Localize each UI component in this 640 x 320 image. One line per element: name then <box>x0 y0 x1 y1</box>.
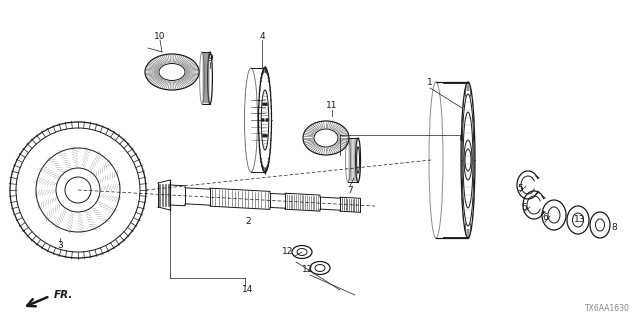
Circle shape <box>264 103 268 106</box>
Text: 7: 7 <box>347 186 353 195</box>
Text: 11: 11 <box>326 100 338 109</box>
Text: 13: 13 <box>574 215 586 225</box>
Circle shape <box>262 134 266 137</box>
Text: 4: 4 <box>259 31 265 41</box>
Circle shape <box>261 118 264 122</box>
Text: 14: 14 <box>243 285 253 294</box>
Circle shape <box>264 134 268 137</box>
Text: 5: 5 <box>517 183 523 193</box>
Text: 10: 10 <box>154 31 166 41</box>
Circle shape <box>262 103 266 106</box>
Text: 5: 5 <box>521 204 527 212</box>
Text: 8: 8 <box>611 223 617 233</box>
Text: TX6AA1630: TX6AA1630 <box>585 304 630 313</box>
Text: FR.: FR. <box>54 290 74 300</box>
Text: 1: 1 <box>427 77 433 86</box>
Text: 6: 6 <box>542 213 548 222</box>
Text: 2: 2 <box>245 218 251 227</box>
Text: 9: 9 <box>207 53 213 62</box>
Circle shape <box>266 118 269 122</box>
Text: 3: 3 <box>57 242 63 251</box>
Text: 12: 12 <box>302 266 314 275</box>
Text: 12: 12 <box>282 247 294 257</box>
